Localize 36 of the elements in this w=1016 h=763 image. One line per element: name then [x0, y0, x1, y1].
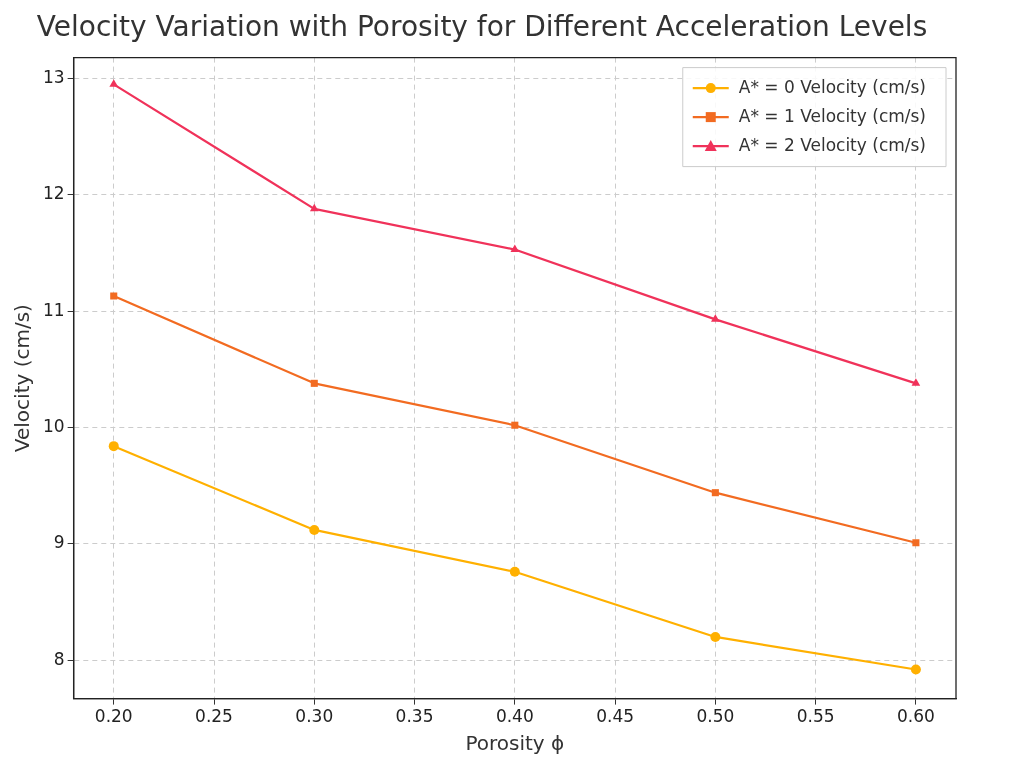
- y-tick-label: 12: [42, 183, 65, 204]
- point: [510, 244, 520, 253]
- y-tick-label: 11: [42, 299, 65, 320]
- point: [912, 539, 920, 547]
- point: [711, 489, 719, 497]
- point: [109, 79, 119, 87]
- point: [511, 421, 519, 429]
- point: [309, 524, 320, 535]
- x-tick-label: 0.50: [696, 706, 735, 727]
- chart-title: Velocity Variation with Porosity for Different Acceleration Levels: [36, 10, 928, 44]
- y-tick-label: 8: [53, 648, 65, 669]
- point: [711, 314, 720, 322]
- y-tick-label: 13: [42, 66, 65, 87]
- point: [910, 664, 921, 675]
- x-tick-label: 0.35: [395, 706, 434, 727]
- x-tick-label: 0.40: [495, 706, 534, 727]
- y-tick-label: 10: [42, 415, 65, 436]
- y-axis-title: Velocity (cm/s): [10, 304, 35, 453]
- point: [509, 566, 520, 577]
- legend-label: A* = 2 Velocity (cm/s): [738, 134, 926, 155]
- point: [110, 292, 118, 300]
- x-tick-label: 0.60: [896, 706, 935, 727]
- x-axis-title: Porosity ϕ: [465, 731, 565, 756]
- x-tick-label: 0.55: [796, 706, 835, 727]
- x-tick-label: 0.25: [195, 706, 233, 727]
- y-tick-label: 9: [53, 532, 65, 553]
- x-tick-label: 0.20: [94, 706, 133, 727]
- point: [911, 378, 921, 386]
- x-tick-label: 0.45: [596, 706, 635, 727]
- point: [710, 631, 721, 642]
- legend-label: A* = 0 Velocity (cm/s): [738, 76, 926, 97]
- point: [309, 203, 319, 212]
- point: [108, 441, 119, 452]
- x-tick-label: 0.30: [295, 706, 334, 727]
- point: [310, 379, 318, 387]
- legend-label: A* = 1 Velocity (cm/s): [738, 105, 926, 126]
